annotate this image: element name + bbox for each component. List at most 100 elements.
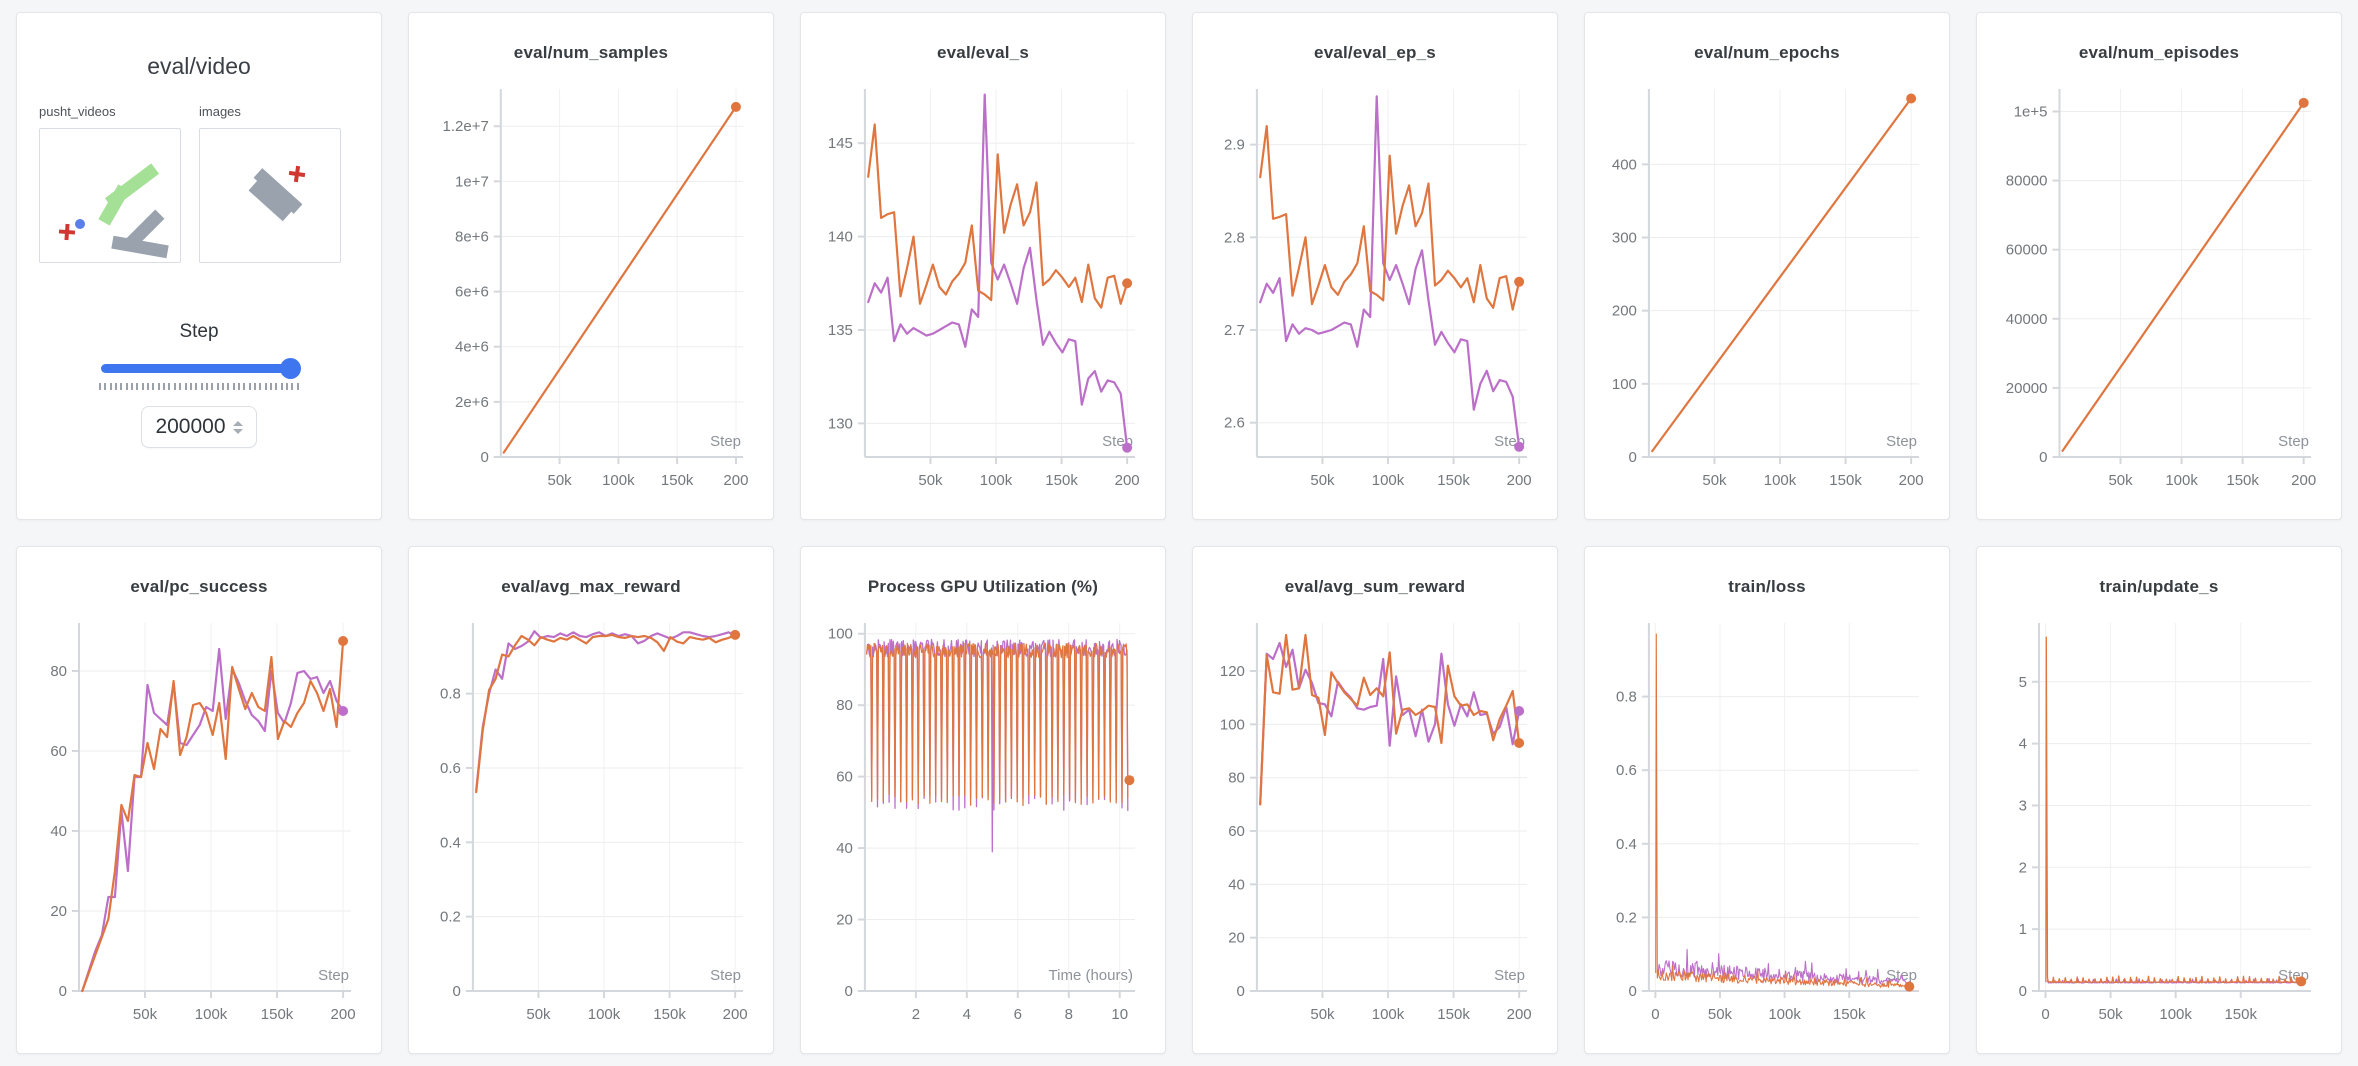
step-value-input[interactable]: 200000 — [141, 406, 257, 448]
green-t-stem — [98, 184, 130, 226]
svg-text:0.6: 0.6 — [440, 760, 461, 777]
chart-process-gpu-utilization[interactable]: 0 20 40 60 80 100 2 4 6 8 10 Time (hours) — [807, 609, 1159, 1047]
gray-t-crossbar — [253, 168, 303, 214]
svg-text:5: 5 — [2019, 674, 2027, 691]
svg-text:0.4: 0.4 — [440, 834, 461, 851]
svg-text:100k: 100k — [1768, 1006, 1801, 1023]
chart-eval-num-epochs[interactable]: 0 100 200 300 400 50k 100k 150k 200 Step — [1591, 75, 1943, 513]
panel-eval-avg-sum-reward: eval/avg_sum_reward 0 20 40 60 80 100 120 50k 10… — [1192, 546, 1558, 1054]
svg-text:0.8: 0.8 — [440, 686, 461, 703]
svg-text:0: 0 — [1651, 1006, 1659, 1023]
svg-text:2e+6: 2e+6 — [455, 394, 489, 411]
svg-text:0: 0 — [2039, 449, 2047, 466]
chart-eval-eval-s[interactable]: 130 135 140 145 50k 100k 150k 200 Step — [807, 75, 1159, 513]
svg-text:100k: 100k — [2165, 472, 2198, 489]
svg-text:200: 200 — [1899, 472, 1924, 489]
svg-text:100k: 100k — [1372, 1006, 1405, 1023]
svg-text:0: 0 — [2019, 983, 2027, 1000]
svg-text:3: 3 — [2019, 797, 2027, 814]
chart-title: eval/pc_success — [130, 577, 268, 596]
svg-text:50k: 50k — [1702, 472, 1727, 489]
svg-text:0.4: 0.4 — [1616, 836, 1637, 853]
agent-dot — [75, 219, 85, 229]
svg-text:100k: 100k — [1764, 472, 1797, 489]
pusht-scene-image — [58, 163, 169, 259]
svg-text:40: 40 — [836, 840, 853, 857]
gray-t-stem — [125, 209, 165, 249]
media-images: images — [199, 104, 341, 263]
chart-train-loss[interactable]: 0 0.2 0.4 0.6 0.8 0 50k 100k 150k Step — [1591, 609, 1943, 1047]
svg-text:2.8: 2.8 — [1224, 229, 1245, 246]
svg-text:8e+6: 8e+6 — [455, 228, 489, 245]
images-scene-image — [248, 165, 306, 222]
chart-train-update-s[interactable]: 0 1 2 3 4 5 0 50k 100k 150k Step — [1983, 609, 2335, 1047]
images-thumbnail[interactable] — [199, 128, 341, 263]
panel-eval-pc-success: eval/pc_success 0 20 40 60 80 50k 100k 150k 200 S… — [16, 546, 382, 1054]
chart-eval-pc-success[interactable]: 0 20 40 60 80 50k 100k 150k 200 Step — [23, 609, 375, 1047]
svg-text:Step: Step — [1886, 433, 1917, 450]
chart-title: eval/eval_s — [936, 43, 1029, 62]
svg-text:200: 200 — [2291, 472, 2316, 489]
svg-text:150k: 150k — [1437, 472, 1470, 489]
stepper-arrows[interactable] — [232, 420, 243, 434]
svg-text:Step: Step — [1494, 967, 1525, 984]
svg-text:50k: 50k — [2098, 1006, 2123, 1023]
svg-text:60: 60 — [50, 743, 67, 760]
chart-eval-num-samples[interactable]: 0 2e+6 4e+6 6e+6 8e+6 1e+7 1.2e+7 50k 100k 150k 20… — [415, 75, 767, 513]
svg-text:2: 2 — [912, 1006, 920, 1023]
svg-text:200: 200 — [1507, 472, 1532, 489]
svg-text:150k: 150k — [1833, 1006, 1866, 1023]
svg-text:60: 60 — [1228, 823, 1245, 840]
svg-text:150k: 150k — [1045, 472, 1078, 489]
media-pusht-videos: pusht_videos — [39, 104, 181, 263]
stepper-down-icon[interactable] — [232, 428, 243, 434]
svg-text:2.9: 2.9 — [1224, 137, 1245, 154]
svg-text:40: 40 — [50, 823, 67, 840]
slider-track[interactable] — [101, 364, 297, 373]
svg-text:200: 200 — [723, 472, 748, 489]
svg-text:0: 0 — [480, 449, 488, 466]
svg-text:200: 200 — [1507, 1006, 1532, 1023]
panel-train-loss: train/loss 0 0.2 0.4 0.6 0.8 0 50k 100k 150k Step — [1584, 546, 1950, 1054]
chart-eval-avg-max-reward[interactable]: 0 0.2 0.4 0.6 0.8 50k 100k 150k 200 Step — [415, 609, 767, 1047]
panel-eval-num-episodes: eval/num_episodes 0 20000 40000 60000 80000 1… — [1976, 12, 2342, 520]
svg-text:150k: 150k — [1437, 1006, 1470, 1023]
svg-text:50k: 50k — [526, 1006, 551, 1023]
svg-text:Time (hours): Time (hours) — [1049, 967, 1133, 984]
svg-text:20: 20 — [836, 912, 853, 929]
svg-text:2.7: 2.7 — [1224, 322, 1245, 339]
step-slider[interactable] — [101, 358, 301, 379]
svg-text:4: 4 — [2019, 736, 2027, 753]
chart-title: eval/eval_ep_s — [1314, 43, 1436, 62]
svg-text:4e+6: 4e+6 — [455, 339, 489, 356]
pusht-videos-thumbnail[interactable] — [39, 128, 181, 263]
panel-eval-num-epochs: eval/num_epochs 0 100 200 300 400 50k 100k 150k… — [1584, 12, 1950, 520]
panel-process-gpu-utilization: Process GPU Utilization (%) 0 20 40 60 80 100… — [800, 546, 1166, 1054]
svg-text:50k: 50k — [2108, 472, 2133, 489]
svg-text:2: 2 — [2019, 859, 2027, 876]
slider-tick-marks — [99, 383, 299, 390]
stepper-up-icon[interactable] — [232, 420, 243, 426]
svg-text:0: 0 — [1629, 449, 1637, 466]
svg-text:100: 100 — [828, 626, 853, 643]
chart-title: eval/num_episodes — [2078, 43, 2240, 62]
chart-eval-avg-sum-reward[interactable]: 0 20 40 60 80 100 120 50k 100k 150k 200 Step — [1199, 609, 1551, 1047]
slider-knob[interactable] — [280, 358, 301, 379]
goal-cross — [58, 223, 76, 241]
svg-text:6e+6: 6e+6 — [455, 284, 489, 301]
chart-title: eval/num_epochs — [1694, 43, 1840, 62]
chart-eval-num-episodes[interactable]: 0 20000 40000 60000 80000 1e+5 50k 100k 150k 200 S… — [1983, 75, 2335, 513]
chart-eval-eval-ep-s[interactable]: 2.6 2.7 2.8 2.9 50k 100k 150k 200 Step — [1199, 75, 1551, 513]
svg-text:50k: 50k — [547, 472, 572, 489]
svg-text:0.8: 0.8 — [1616, 689, 1637, 706]
panel-eval-video: eval/video pusht_videos — [16, 12, 382, 520]
svg-text:100: 100 — [1612, 376, 1637, 393]
step-slider-label: Step — [179, 321, 219, 342]
svg-text:50k: 50k — [133, 1006, 158, 1023]
svg-text:50k: 50k — [918, 472, 943, 489]
panel-eval-eval-ep-s: eval/eval_ep_s 2.6 2.7 2.8 2.9 50k 100k 150k 20… — [1192, 12, 1558, 520]
svg-text:20: 20 — [1228, 930, 1245, 947]
chart-title: train/update_s — [2099, 577, 2219, 596]
svg-text:100k: 100k — [602, 472, 635, 489]
